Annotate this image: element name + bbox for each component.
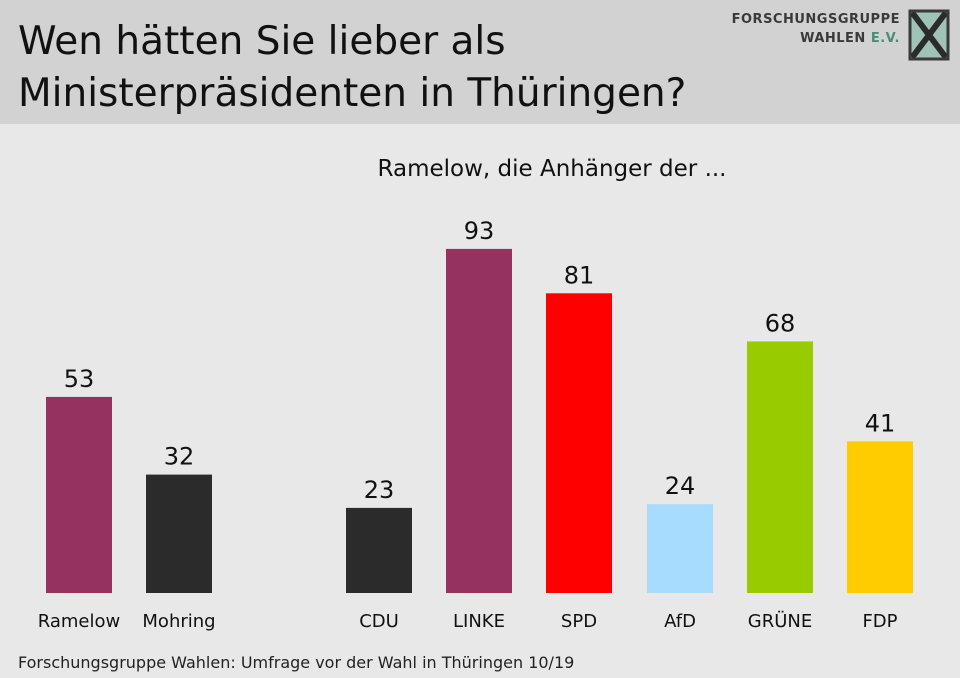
bar-mohring [146,474,212,593]
bar-spd [546,293,612,593]
logo-line-2-suffix: E.V. [870,31,900,46]
category-label-afd: AfD [664,611,696,632]
bar-linke [446,248,512,593]
logo-line-2-prefix: WAHLEN [800,31,871,46]
value-label-linke: 93 [464,217,495,245]
value-label-cdu: 23 [364,476,395,504]
category-label-cdu: CDU [359,611,399,632]
value-label-gr-ne: 68 [765,309,796,337]
title-line-2: Ministerpräsidenten in Thüringen? [18,71,687,116]
logo: FORSCHUNGSGRUPPE WAHLEN E.V. [732,10,900,48]
source-note: Forschungsgruppe Wahlen: Umfrage vor der… [18,653,575,672]
bar-fdp [847,441,913,593]
value-label-mohring: 32 [164,443,195,471]
logo-line-1: FORSCHUNGSGRUPPE [731,12,900,27]
category-label-fdp: FDP [862,611,897,632]
category-label-gr-ne: GRÜNE [748,610,812,632]
category-label-linke: LINKE [453,611,505,632]
ballot-cross-icon [908,9,950,61]
bar-cdu [346,507,412,593]
header-band: Wen hätten Sie lieber als Ministerpräsid… [0,0,960,124]
category-label-mohring: Mohring [142,611,215,632]
value-label-spd: 81 [564,261,595,289]
bar-gr-ne [747,341,813,593]
value-label-fdp: 41 [865,409,896,437]
value-label-afd: 24 [665,472,696,500]
title-line-1: Wen hätten Sie lieber als [18,19,506,64]
category-label-ramelow: Ramelow [38,611,121,632]
value-label-ramelow: 53 [64,365,95,393]
chart-subtitle: Ramelow, die Anhänger der ... [378,156,727,182]
logo-line-2: WAHLEN E.V. [732,29,900,48]
bar-afd [647,504,713,593]
page-title: Wen hätten Sie lieber als Ministerpräsid… [18,16,686,120]
bar-ramelow [46,396,112,593]
category-label-spd: SPD [561,611,597,632]
